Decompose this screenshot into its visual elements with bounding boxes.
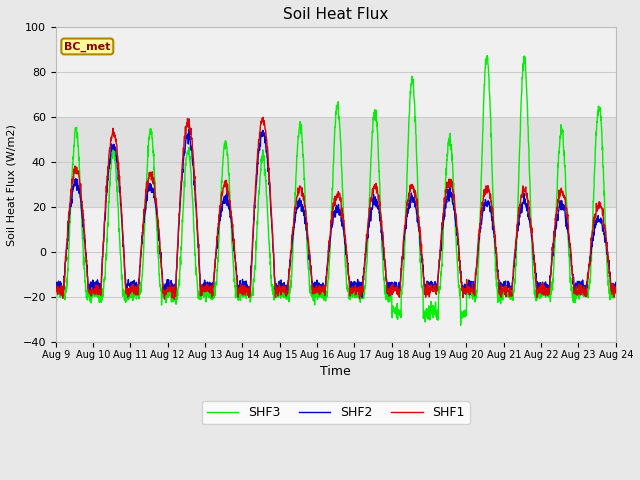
Text: BC_met: BC_met bbox=[64, 41, 111, 51]
SHF3 bbox=[499, 291, 507, 297]
SHF3 bbox=[52, 291, 60, 297]
SHF2 bbox=[185, 126, 193, 132]
SHF2 bbox=[365, 225, 372, 231]
Line: SHF2: SHF2 bbox=[56, 129, 616, 297]
Line: SHF3: SHF3 bbox=[56, 56, 616, 325]
Bar bbox=[56, 117, 616, 207]
SHF1 bbox=[612, 290, 620, 296]
SHF1 bbox=[353, 291, 360, 297]
SHF3 bbox=[563, 203, 571, 209]
Title: Soil Heat Flux: Soil Heat Flux bbox=[283, 7, 388, 22]
SHF1 bbox=[365, 215, 372, 221]
SHF1 bbox=[579, 286, 586, 292]
SHF1 bbox=[259, 114, 267, 120]
SHF2 bbox=[208, 285, 216, 290]
Legend: SHF3, SHF2, SHF1: SHF3, SHF2, SHF1 bbox=[202, 401, 470, 424]
SHF3 bbox=[364, 229, 372, 235]
SHF1 bbox=[563, 205, 571, 211]
SHF1 bbox=[170, 296, 178, 302]
SHF3 bbox=[483, 53, 491, 59]
SHF3 bbox=[457, 323, 465, 328]
SHF3 bbox=[208, 290, 216, 296]
SHF2 bbox=[52, 279, 60, 285]
SHF2 bbox=[499, 281, 507, 287]
SHF2 bbox=[358, 294, 366, 300]
SHF2 bbox=[352, 281, 360, 287]
SHF1 bbox=[208, 294, 216, 300]
SHF3 bbox=[352, 294, 360, 300]
SHF2 bbox=[612, 279, 620, 285]
Y-axis label: Soil Heat Flux (W/m2): Soil Heat Flux (W/m2) bbox=[7, 124, 17, 246]
SHF3 bbox=[579, 290, 586, 296]
SHF2 bbox=[563, 226, 571, 232]
Line: SHF1: SHF1 bbox=[56, 117, 616, 299]
X-axis label: Time: Time bbox=[321, 365, 351, 378]
SHF1 bbox=[52, 282, 60, 288]
SHF1 bbox=[499, 286, 507, 291]
SHF3 bbox=[612, 291, 620, 297]
SHF2 bbox=[579, 283, 586, 289]
